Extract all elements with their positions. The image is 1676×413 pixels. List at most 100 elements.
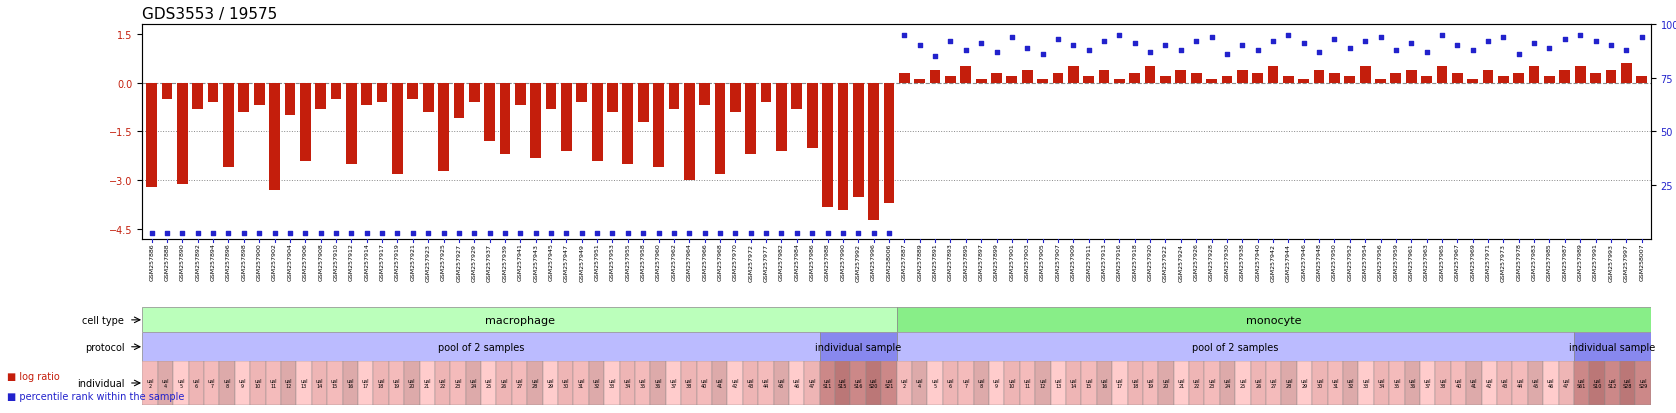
Bar [345,83,357,165]
Text: ual
24: ual 24 [1223,377,1232,389]
Bar [158,361,173,405]
Text: GSM258006: GSM258006 [887,243,892,280]
Text: GSM257985: GSM257985 [1547,243,1552,280]
Text: ual
37: ual 37 [1425,377,1431,389]
Bar [1083,77,1094,83]
Bar [1130,74,1140,83]
Text: ual
28: ual 28 [531,377,538,389]
Text: GSM257940: GSM257940 [1255,243,1260,281]
Text: ual
31: ual 31 [1331,377,1339,389]
Point [1552,36,1579,43]
Bar [592,83,602,161]
Text: GSM257969: GSM257969 [1470,243,1475,281]
Point [598,230,625,236]
Bar [1544,361,1559,405]
Bar [897,361,912,405]
Text: GSM257905: GSM257905 [1041,243,1046,280]
Bar [1482,361,1497,405]
Bar [315,83,327,109]
Point [1076,47,1103,54]
Text: ual
42: ual 42 [731,377,739,389]
Text: ual
4: ual 4 [163,377,169,389]
Bar [1250,361,1265,405]
Text: ual
23: ual 23 [454,377,463,389]
Text: GSM257951: GSM257951 [595,243,600,280]
Text: GSM257945: GSM257945 [548,243,553,281]
Point [1413,50,1440,56]
Bar [546,83,556,109]
Bar [1329,74,1339,83]
Bar [650,361,665,405]
Bar [588,361,605,405]
Point [984,50,1011,56]
Text: ual
7: ual 7 [208,377,216,389]
Text: ual
18: ual 18 [1131,377,1140,389]
Point [1490,34,1517,41]
Bar [945,77,955,83]
Bar [282,361,297,405]
Text: GSM257929: GSM257929 [471,243,476,281]
Text: ual
8: ual 8 [977,377,985,389]
Text: ual
36: ual 36 [1408,377,1416,389]
Point [1291,41,1317,47]
Point [1260,39,1287,45]
Point [967,41,994,47]
Bar [1529,67,1540,83]
Bar [1575,67,1585,83]
Text: ual
22: ual 22 [1193,377,1200,389]
Text: ual
2: ual 2 [146,377,154,389]
Bar [1314,70,1324,83]
Bar [1436,67,1448,83]
Bar [1192,74,1202,83]
Point [583,230,610,236]
Point [707,230,734,236]
Text: GSM257970: GSM257970 [732,243,737,281]
Bar [220,361,235,405]
Text: ual
16: ual 16 [347,377,354,389]
Bar [404,361,419,405]
Text: GSM257894: GSM257894 [211,243,216,281]
Text: individual sample: individual sample [815,342,902,352]
Point [1198,34,1225,41]
Bar [250,361,265,405]
Text: GSM257898: GSM257898 [241,243,246,280]
Text: GSM257917: GSM257917 [379,243,384,281]
Bar [1529,361,1544,405]
Text: GSM257910: GSM257910 [334,243,339,280]
Text: GSM257989: GSM257989 [1577,243,1582,281]
Text: GSM257893: GSM257893 [949,243,954,281]
Bar [1327,361,1342,405]
Text: GSM257973: GSM257973 [1502,243,1507,281]
Point [414,230,441,236]
Text: GSM257956: GSM257956 [1378,243,1383,280]
Text: ual
38: ual 38 [685,377,692,389]
Point [1321,36,1348,43]
Bar [820,361,835,405]
Bar [161,83,173,100]
Text: GSM257959: GSM257959 [1393,243,1398,281]
Point [1244,47,1270,54]
Bar [561,83,572,152]
Point [875,230,902,236]
Bar [991,74,1002,83]
Bar [883,83,895,204]
Point [722,230,749,236]
Point [568,230,595,236]
Text: GDS3553 / 19575: GDS3553 / 19575 [142,7,278,22]
Text: GSM257977: GSM257977 [764,243,769,281]
Bar [989,361,1004,405]
Point [1306,50,1332,56]
Bar [297,361,312,405]
Bar [208,83,218,103]
Point [384,230,411,236]
Bar [515,83,526,106]
Text: ual
40: ual 40 [701,377,707,389]
Text: ual
5: ual 5 [178,377,184,389]
Bar [285,83,295,116]
Point [907,43,934,50]
Point [1629,34,1656,41]
Bar [1036,361,1051,405]
Bar [330,83,342,100]
Text: GSM257896: GSM257896 [226,243,231,280]
Text: cell type: cell type [82,315,124,325]
